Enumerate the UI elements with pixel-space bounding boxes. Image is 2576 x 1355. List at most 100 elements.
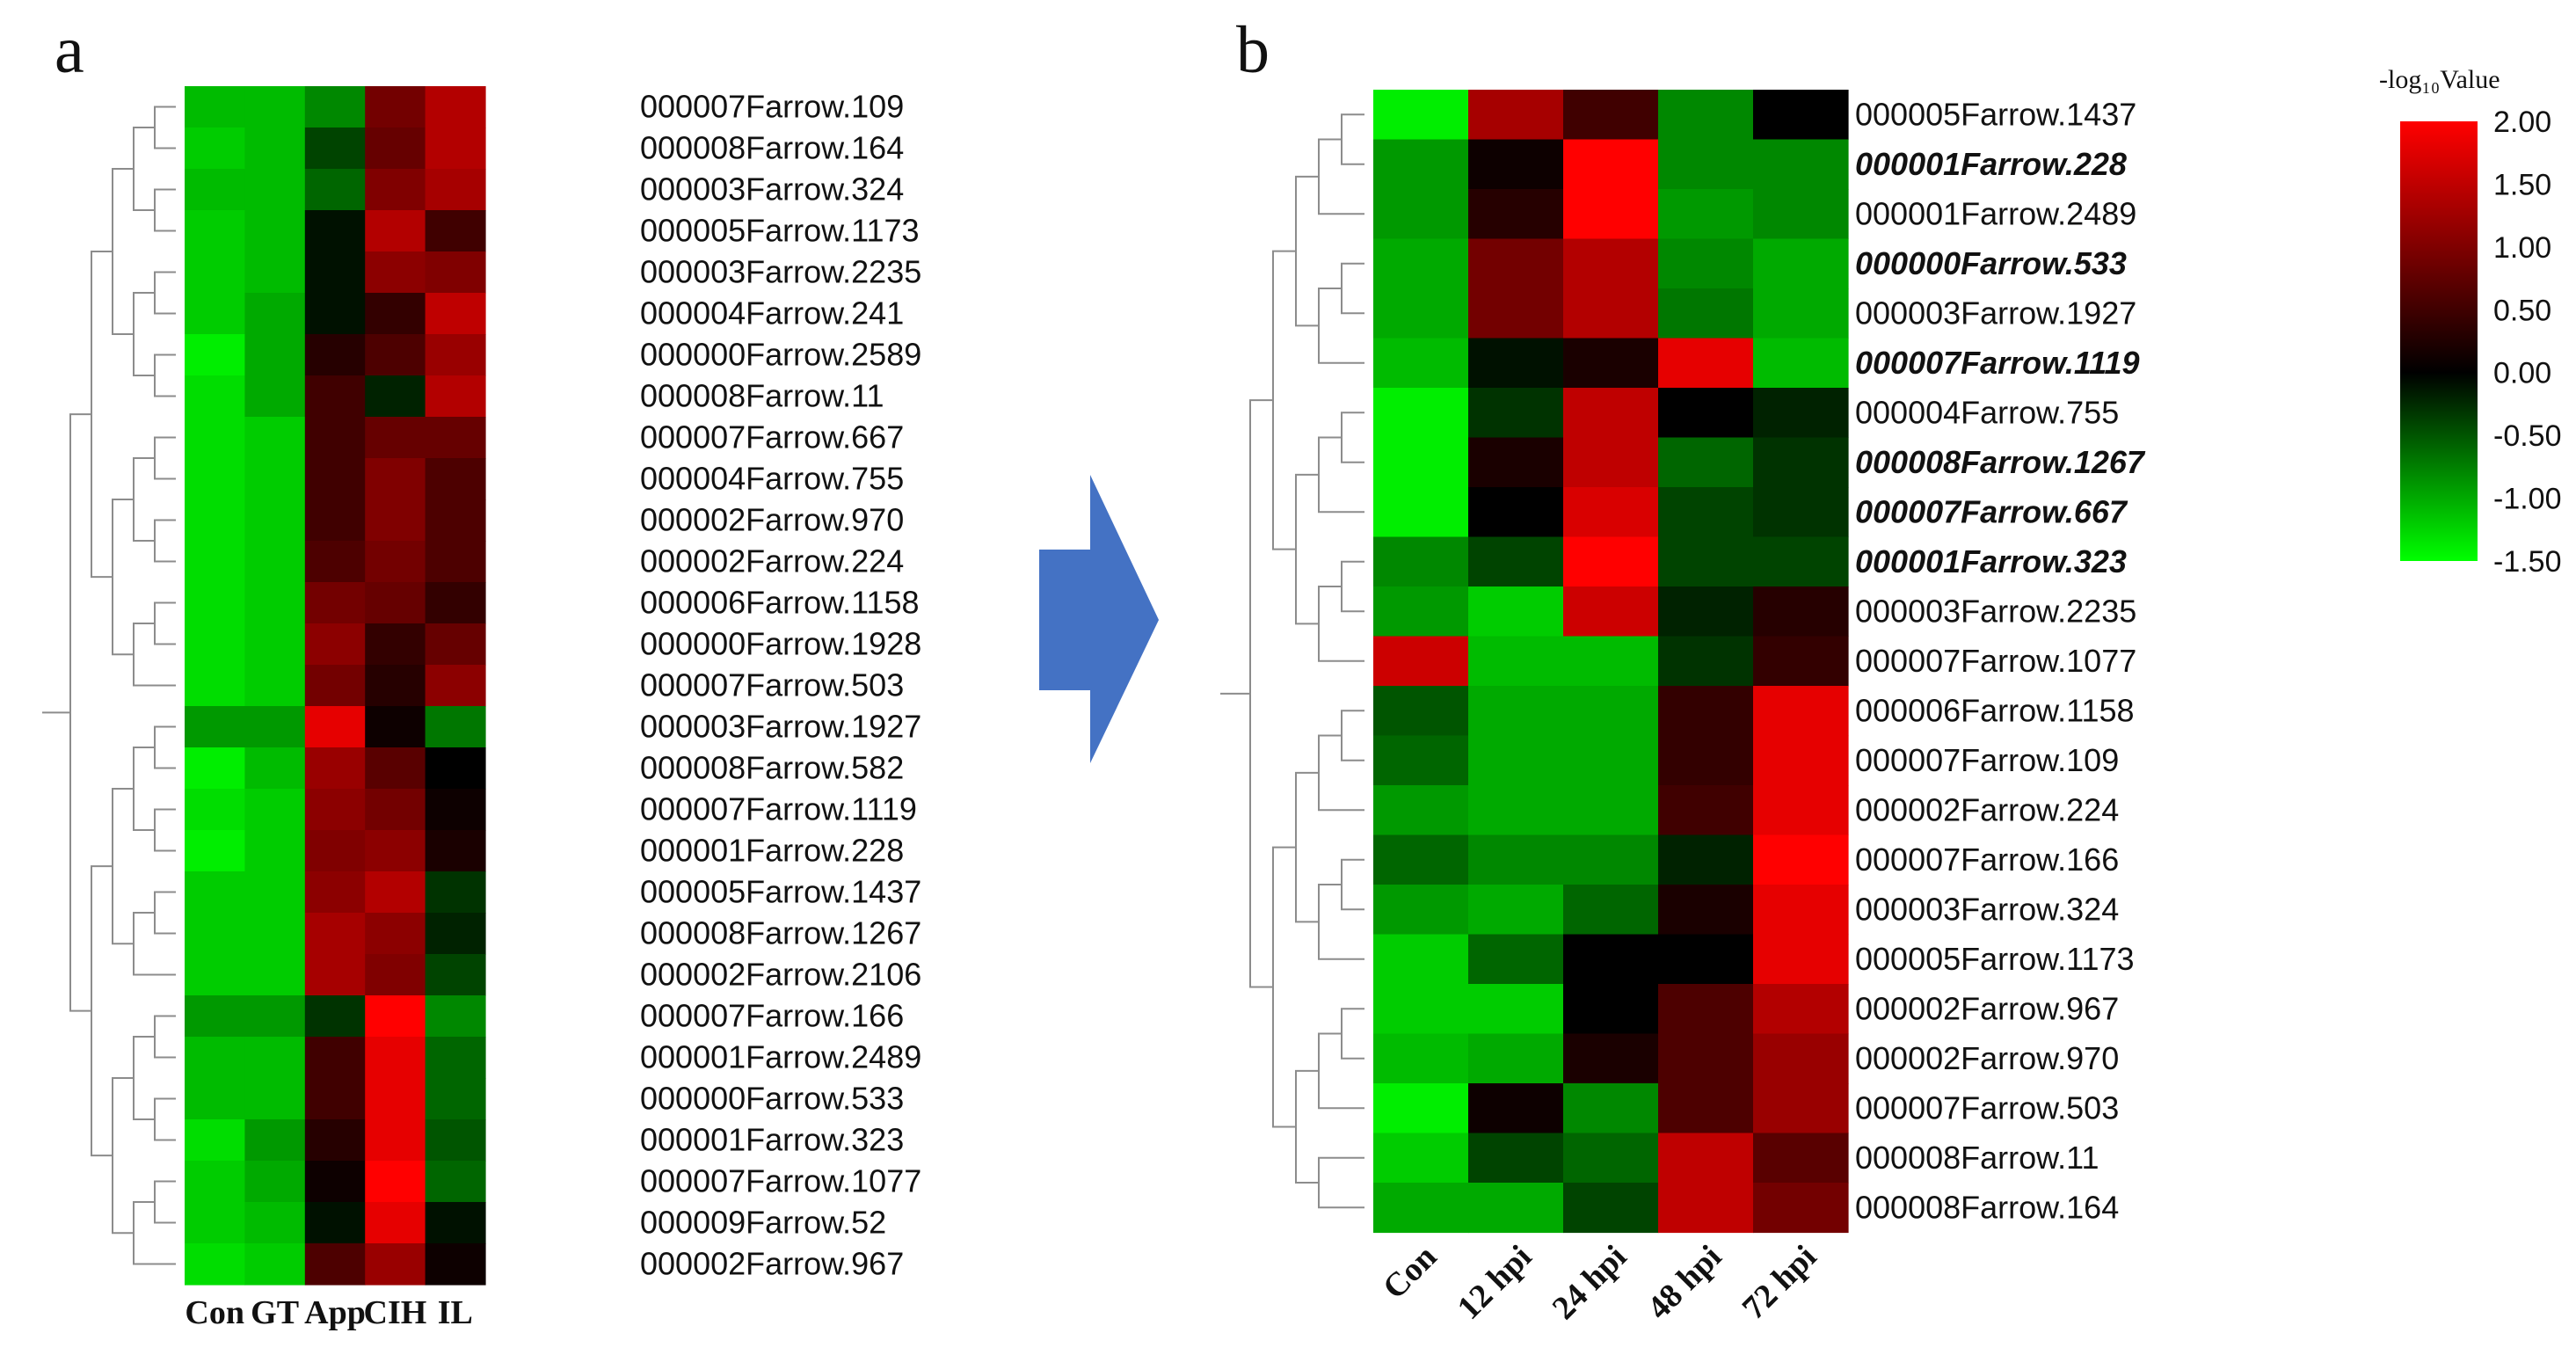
heatmap-cell-a-4-1: [244, 251, 306, 294]
heatmap-cell-b-21-3: [1658, 1133, 1754, 1184]
row-label-b-2: 000001Farrow.2489: [1855, 195, 2136, 231]
heatmap-cell-b-15-0: [1373, 834, 1469, 885]
heatmap-cell-b-15-2: [1563, 834, 1659, 885]
heatmap-cell-b-0-4: [1753, 90, 1849, 141]
legend-tick-0: 2.00: [2493, 106, 2551, 139]
dendrogram-branch: [1341, 262, 1364, 315]
heatmap-cell-a-5-0: [185, 293, 245, 335]
heatmap-cell-a-26-1: [244, 1161, 306, 1203]
row-label-b-5: 000007Farrow.1119: [1855, 345, 2140, 381]
row-label-a-0: 000007Farrow.109: [640, 89, 904, 125]
heatmap-cell-a-24-3: [365, 1078, 426, 1120]
row-label-b-8: 000007Farrow.667: [1855, 493, 2128, 529]
heatmap-cell-b-18-3: [1658, 984, 1754, 1035]
row-label-a-13: 000000Farrow.1928: [640, 626, 921, 662]
heatmap-cell-b-18-2: [1563, 984, 1659, 1035]
column-label-b-4: 72 hpi: [1736, 1238, 1824, 1327]
column-label-a-2: App: [304, 1294, 366, 1331]
row-label-a-10: 000002Farrow.970: [640, 502, 904, 538]
row-label-a-3: 000005Farrow.1173: [640, 213, 920, 249]
dendrogram-branch: [91, 865, 113, 1157]
heatmap-cell-a-9-4: [425, 458, 486, 500]
heatmap-cell-a-24-4: [425, 1078, 486, 1120]
dendrogram-branch: [1295, 473, 1319, 625]
heatmap-cell-b-20-4: [1753, 1083, 1849, 1134]
heatmap-cell-a-2-3: [365, 169, 426, 211]
dendrogram-branch: [154, 353, 176, 397]
heatmap-cell-b-5-0: [1373, 338, 1469, 389]
heatmap-cell-b-10-4: [1753, 586, 1849, 637]
heatmap-cell-a-6-4: [425, 334, 486, 376]
heatmap-cell-b-22-1: [1468, 1183, 1564, 1234]
heatmap-cell-a-10-0: [185, 499, 245, 542]
heatmap-cell-a-7-3: [365, 375, 426, 418]
heatmap-cell-a-28-3: [365, 1243, 426, 1286]
heatmap-cell-a-11-1: [244, 541, 306, 583]
heatmap-cell-a-10-4: [425, 499, 486, 542]
heatmap-cell-a-18-1: [244, 830, 306, 872]
legend-tick-1: 1.50: [2493, 168, 2551, 201]
row-label-b-6: 000004Farrow.755: [1855, 394, 2119, 430]
heatmap-cell-b-0-3: [1658, 90, 1754, 141]
heatmap-cell-b-8-2: [1563, 487, 1659, 538]
row-label-a-18: 000001Farrow.228: [640, 833, 904, 869]
heatmap-cell-a-18-0: [185, 830, 245, 872]
heatmap-cell-b-11-1: [1468, 636, 1564, 687]
heatmap-cell-a-16-1: [244, 747, 306, 790]
heatmap-cell-a-21-4: [425, 954, 486, 996]
column-label-b-3: 48 hpi: [1641, 1238, 1729, 1327]
heatmap-cell-a-0-1: [244, 86, 306, 128]
heatmap-cell-b-5-2: [1563, 338, 1659, 389]
row-label-b-13: 000007Farrow.109: [1855, 742, 2119, 778]
heatmap-cell-b-5-1: [1468, 338, 1564, 389]
heatmap-cell-a-27-1: [244, 1202, 306, 1244]
dendrogram-b: [1220, 113, 1364, 1209]
heatmap-cell-a-7-1: [244, 375, 306, 418]
heatmap-cell-a-4-4: [425, 251, 486, 294]
heatmap-cell-a-23-0: [185, 1037, 245, 1079]
heatmap-cell-b-8-3: [1658, 487, 1754, 538]
heatmap-cell-a-17-1: [244, 789, 306, 831]
heatmap-cell-b-22-3: [1658, 1183, 1754, 1234]
heatmap-cell-b-19-4: [1753, 1033, 1849, 1084]
heatmap-cell-b-6-2: [1563, 388, 1659, 439]
heatmap-cell-a-3-1: [244, 210, 306, 252]
heatmap-cell-a-9-3: [365, 458, 426, 500]
row-label-a-25: 000001Farrow.323: [640, 1122, 904, 1158]
heatmap-cell-a-23-1: [244, 1037, 306, 1079]
heatmap-cell-a-3-0: [185, 210, 245, 252]
heatmap-cell-a-22-4: [425, 995, 486, 1038]
heatmap-cell-b-1-2: [1563, 139, 1659, 190]
heatmap-cell-a-12-1: [244, 582, 306, 624]
heatmap-cell-a-14-0: [185, 665, 245, 707]
heatmap-cell-b-4-2: [1563, 288, 1659, 339]
heatmap-cell-a-20-4: [425, 913, 486, 955]
heatmap-cell-a-2-2: [304, 169, 366, 211]
dendrogram-a: [42, 106, 176, 1265]
heatmap-cell-a-22-1: [244, 995, 306, 1038]
heatmap-cell-b-2-4: [1753, 189, 1849, 240]
heatmap-panel-a: 000007Farrow.109 000008Farrow.164 000003Fa…: [42, 86, 921, 1331]
row-label-a-27: 000009Farrow.52: [640, 1205, 886, 1241]
dendrogram-branch: [154, 519, 176, 563]
panel-letter-b: b: [1236, 13, 1270, 87]
heatmap-cell-b-2-1: [1468, 189, 1564, 240]
legend-tick-4: 0.00: [2493, 357, 2551, 390]
heatmap-cell-a-28-2: [304, 1243, 366, 1286]
heatmap-cell-b-20-2: [1563, 1083, 1659, 1134]
heatmap-cell-b-9-2: [1563, 536, 1659, 587]
heatmap-cell-b-3-0: [1373, 238, 1469, 289]
legend-title: -log₁₀Value: [2379, 65, 2500, 94]
row-label-b-9: 000001Farrow.323: [1855, 543, 2127, 579]
row-label-b-20: 000007Farrow.503: [1855, 1089, 2119, 1126]
heatmap-cell-a-11-4: [425, 541, 486, 583]
heatmap-cell-a-6-2: [304, 334, 366, 376]
heatmap-cell-a-5-1: [244, 293, 306, 335]
heatmap-cell-b-6-1: [1468, 388, 1564, 439]
heatmap-cell-b-12-1: [1468, 686, 1564, 737]
heatmap-cell-a-25-2: [304, 1119, 366, 1162]
row-label-a-5: 000004Farrow.241: [640, 295, 904, 331]
heatmap-cell-a-18-2: [304, 830, 366, 872]
heatmap-cell-b-4-1: [1468, 288, 1564, 339]
